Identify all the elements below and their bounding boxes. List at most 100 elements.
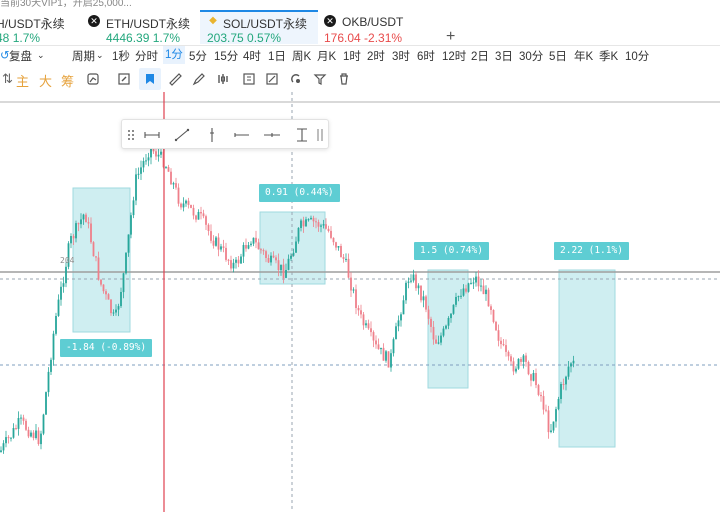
drag-handle-icon[interactable] — [124, 128, 140, 142]
candle-body — [107, 294, 110, 300]
period-3h[interactable]: 3时 — [392, 51, 410, 63]
horizontal-ray-icon[interactable] — [264, 128, 280, 142]
horizontal-line-icon[interactable] — [234, 128, 250, 142]
close-icon[interactable]: ✕ — [88, 15, 100, 27]
level-label: 204 — [60, 256, 75, 265]
period-12h[interactable]: 12时 — [442, 51, 467, 63]
candle-body — [325, 224, 327, 229]
candle-body — [7, 437, 10, 439]
period-2d[interactable]: 2日 — [471, 51, 489, 63]
tab-change: 0.57% — [247, 31, 282, 45]
candle-body — [80, 219, 82, 225]
candle-body — [172, 183, 175, 185]
link-icon[interactable] — [289, 72, 303, 86]
tab-okb[interactable]: ✕ OKB/USDT 176.04 -2.31% — [324, 12, 434, 46]
candle-body — [340, 246, 342, 258]
trash-icon[interactable] — [337, 72, 351, 86]
candle-body — [260, 249, 262, 251]
price-chart[interactable]: 204 -1.84 (-0.89%) 0.91 (0.44%) 1.5 (0.7… — [0, 92, 720, 512]
period-5m[interactable]: 5分 — [189, 51, 207, 63]
candle-body — [87, 222, 90, 224]
candle-body — [480, 285, 482, 287]
candle-body — [555, 409, 557, 422]
candle-body — [332, 237, 335, 243]
period-5d[interactable]: 5日 — [549, 51, 567, 63]
replay-button[interactable]: 复盘 — [9, 51, 32, 63]
period-10m[interactable]: 10分 — [625, 51, 650, 63]
drawing-toolbar: ⇅ 主 大 筹 — [0, 68, 720, 92]
filter-icon[interactable] — [313, 72, 327, 86]
chevron-down-icon[interactable]: ⌄ — [37, 50, 45, 60]
candle-body — [452, 304, 455, 314]
add-tab-button[interactable]: + — [446, 28, 456, 45]
edit-icon[interactable] — [117, 72, 131, 86]
chevron-down-icon[interactable]: ⌄ — [96, 50, 104, 60]
candle-body — [407, 281, 410, 283]
candle-body — [85, 214, 87, 223]
candle-body — [300, 220, 302, 228]
period-1y[interactable]: 年K — [574, 51, 594, 63]
candlestick-chart[interactable]: 204 — [0, 92, 720, 512]
period-quarter[interactable]: 季K — [599, 51, 619, 63]
period-15m[interactable]: 15分 — [214, 51, 239, 63]
candle-body — [150, 147, 152, 158]
pen-icon[interactable] — [192, 72, 206, 86]
candle-body — [415, 274, 417, 289]
period-30m[interactable]: 30分 — [519, 51, 544, 63]
tab-sol[interactable]: ◆ SOL/USDT永续 203.75 0.57% — [200, 10, 318, 45]
candle-body — [447, 318, 450, 326]
period-1mo[interactable]: 月K — [317, 51, 337, 63]
candle-body — [202, 213, 205, 217]
settings-handle-icon[interactable] — [315, 128, 325, 142]
candle-body — [92, 242, 95, 257]
highlight-icon[interactable] — [143, 72, 157, 86]
horizontal-range-icon[interactable] — [144, 128, 160, 142]
period-1m[interactable]: 1分 — [163, 46, 185, 64]
period-1w[interactable]: 周K — [292, 51, 312, 63]
candle-body — [397, 320, 400, 327]
large-order-button[interactable]: 大 — [39, 74, 53, 89]
diagonal-line-icon[interactable] — [174, 128, 190, 142]
candle-body — [320, 225, 322, 227]
candle-body — [522, 355, 525, 362]
candle-body — [477, 276, 480, 287]
period-1d[interactable]: 1日 — [268, 51, 286, 63]
replay-icon[interactable]: ↺ — [0, 50, 10, 62]
chip-distribution-button[interactable]: 筹 — [61, 74, 75, 89]
candle-body — [392, 339, 395, 354]
candle-body — [377, 344, 380, 350]
period-1h[interactable]: 1时 — [343, 51, 361, 63]
period-menu[interactable]: 周期 — [72, 51, 95, 63]
candle-body — [330, 230, 332, 238]
tab-btc[interactable]: H/USDT永续 48 1.7% — [0, 12, 76, 46]
trend-copy-icon[interactable] — [86, 72, 100, 86]
indicator-arrow-icon[interactable]: ⇅ — [2, 71, 13, 86]
period-6h[interactable]: 6时 — [417, 51, 435, 63]
candle-body — [327, 228, 330, 231]
candle-body — [370, 328, 372, 333]
candle-body — [442, 328, 445, 336]
tab-eth[interactable]: ✕ ETH/USDT永续 4446.39 1.7% — [88, 12, 198, 46]
vertical-line-icon[interactable] — [204, 128, 220, 142]
price-range-icon[interactable] — [294, 128, 310, 142]
close-icon[interactable]: ✕ — [324, 15, 336, 27]
magnet-icon[interactable] — [265, 72, 279, 86]
period-3d[interactable]: 3日 — [495, 51, 513, 63]
candle-body — [77, 223, 80, 225]
period-1s[interactable]: 1秒 — [112, 51, 130, 63]
note-icon[interactable] — [242, 72, 256, 86]
bar-chart-icon[interactable] — [216, 72, 230, 86]
candle-body — [60, 286, 62, 300]
ruler-icon[interactable] — [168, 72, 182, 86]
candle-body — [157, 154, 160, 157]
candle-body — [372, 332, 375, 341]
candle-body — [315, 221, 317, 223]
period-line[interactable]: 分时 — [135, 51, 158, 63]
candle-body — [535, 373, 537, 386]
period-2h[interactable]: 2时 — [367, 51, 385, 63]
candle-body — [417, 285, 420, 289]
candle-body — [495, 321, 497, 331]
candle-body — [360, 310, 362, 315]
period-4h[interactable]: 4时 — [243, 51, 261, 63]
main-indicator-button[interactable]: 主 — [16, 74, 30, 89]
